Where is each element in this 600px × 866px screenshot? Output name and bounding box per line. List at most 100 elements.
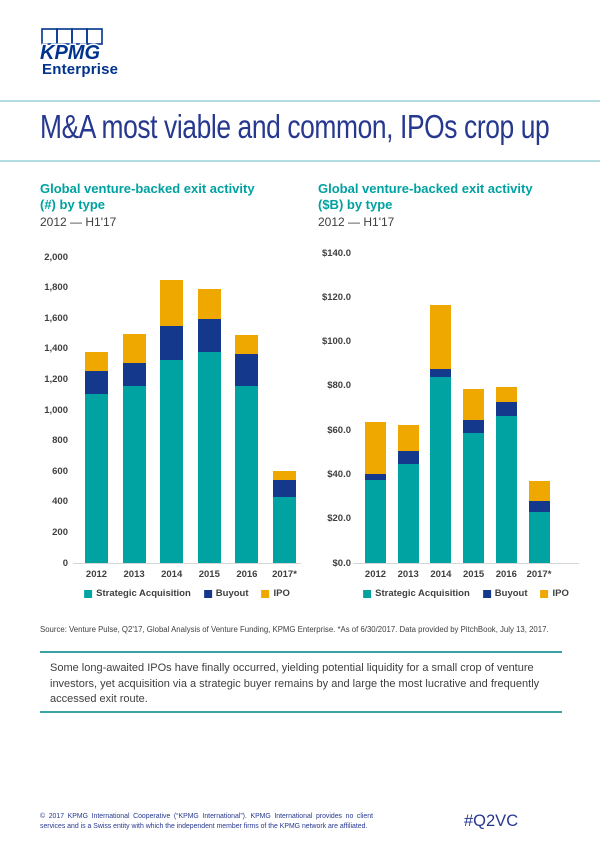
bar-segment-strategic-acquisition — [495, 416, 517, 563]
legend-label: Buyout — [494, 588, 528, 599]
y-tick-label: 1,200 — [44, 373, 68, 385]
y-tick-label: 1,400 — [44, 343, 68, 355]
y-tick-label: $20.0 — [327, 513, 351, 525]
bar-segment-strategic-acquisition — [273, 496, 296, 563]
legend-swatch-icon — [540, 589, 549, 598]
callout-rule-bottom — [40, 711, 562, 713]
bar-segment-strategic-acquisition — [365, 479, 386, 563]
bar-segment-buyout — [397, 450, 419, 464]
legend-item: Buyout — [482, 588, 528, 599]
chart-value-title-line1: Global venture-backed exit activity — [318, 181, 533, 196]
legend-item: IPO — [540, 588, 569, 599]
bar-segment-ipo — [160, 279, 184, 327]
bar-segment-ipo — [495, 386, 517, 402]
footer-copyright: © 2017 KPMG International Cooperative (“… — [40, 813, 373, 830]
bar-segment-ipo — [273, 470, 296, 481]
y-tick-label: 1,600 — [44, 312, 68, 324]
stacked-bar — [430, 305, 452, 563]
legend-swatch-icon — [261, 589, 270, 598]
x-category-label: 2016 — [236, 569, 258, 580]
x-axis-line — [353, 563, 579, 564]
bar-segment-buyout — [197, 319, 221, 353]
x-category-label: 2016 — [495, 569, 517, 580]
callout-rule-top — [40, 651, 562, 653]
chart-legend: Strategic Acquisition Buyout IPO — [363, 588, 569, 599]
bar-segment-ipo — [235, 335, 259, 355]
bar-segment-ipo — [365, 422, 386, 474]
y-tick-label: $80.0 — [327, 380, 351, 392]
kpmg-logo-text: KPMG — [40, 42, 100, 63]
bar-segment-ipo — [85, 352, 108, 372]
y-tick-label: 600 — [52, 465, 68, 477]
chart-legend: Strategic Acquisition Buyout IPO — [84, 588, 290, 599]
bar-segment-ipo — [463, 388, 485, 420]
x-category-label: 2012 — [364, 569, 387, 580]
stacked-bar — [397, 424, 419, 563]
bar-segment-ipo — [430, 305, 452, 370]
x-category-label: 2013 — [397, 569, 419, 580]
y-tick-label: 800 — [52, 435, 68, 447]
y-tick-label: 1,800 — [44, 282, 68, 294]
legend-item: Strategic Acquisition — [84, 588, 191, 599]
y-tick-label: 400 — [52, 496, 68, 508]
y-tick-label: 1,000 — [44, 404, 68, 416]
stacked-bar — [463, 388, 485, 563]
x-axis-line — [73, 563, 301, 564]
bar-segment-strategic-acquisition — [235, 385, 259, 563]
bar-segment-ipo — [528, 481, 550, 501]
legend-label: Strategic Acquisition — [375, 588, 470, 599]
bar-segment-buyout — [273, 480, 296, 497]
stacked-bar — [85, 352, 108, 563]
stacked-bar — [273, 470, 296, 563]
y-tick-label: $120.0 — [321, 291, 351, 303]
x-category-label: 2013 — [123, 569, 145, 580]
callout-text: Some long-awaited IPOs have finally occu… — [50, 662, 540, 705]
stacked-bar — [122, 334, 146, 563]
bar-segment-strategic-acquisition — [197, 352, 221, 563]
bar-segment-buyout — [495, 401, 517, 417]
x-category-label: 2015 — [463, 569, 485, 580]
x-category-label: 2014 — [161, 569, 183, 580]
bar-segment-strategic-acquisition — [463, 433, 485, 563]
legend-swatch-icon — [363, 589, 372, 598]
bar-segment-ipo — [197, 289, 221, 320]
stacked-bar — [235, 335, 259, 563]
y-tick-label: 0 — [62, 557, 68, 569]
bar-segment-strategic-acquisition — [430, 377, 452, 563]
y-tick-label: $60.0 — [327, 424, 351, 436]
bar-segment-buyout — [122, 362, 146, 387]
legend-swatch-icon — [84, 589, 93, 598]
bar-segment-buyout — [235, 354, 259, 386]
x-category-label: 2017* — [272, 569, 297, 580]
chart-value-subtitle: 2012 — H1'17 — [318, 215, 395, 229]
bar-segment-strategic-acquisition — [528, 512, 550, 563]
bar-segment-ipo — [397, 424, 419, 451]
legend-item: Strategic Acquisition — [363, 588, 470, 599]
chart-count-title: Global venture-backed exit activity (#) … — [40, 181, 300, 213]
divider-under-title — [0, 160, 600, 162]
bar-segment-buyout — [430, 369, 452, 378]
x-category-label: 2015 — [198, 569, 220, 580]
y-tick-label: $100.0 — [321, 336, 351, 348]
legend-label: Strategic Acquisition — [96, 588, 191, 599]
x-category-label: 2012 — [85, 569, 108, 580]
bar-segment-buyout — [528, 500, 550, 513]
x-category-label: 2017* — [526, 569, 552, 580]
chart-count-title-line2: (#) by type — [40, 197, 106, 212]
legend-label: IPO — [273, 588, 290, 599]
chart-count-title-line1: Global venture-backed exit activity — [40, 181, 255, 196]
legend-swatch-icon — [203, 589, 212, 598]
bar-segment-strategic-acquisition — [397, 463, 419, 563]
kpmg-logo: KPMG — [39, 27, 132, 68]
x-category-label: 2014 — [430, 569, 452, 580]
legend-item: Buyout — [203, 588, 249, 599]
y-tick-label: 2,000 — [44, 251, 68, 263]
stacked-bar — [365, 422, 386, 563]
page-title: M&A most viable and common, IPOs crop up — [40, 108, 550, 145]
y-tick-label: $0.0 — [332, 557, 352, 569]
stacked-bar — [160, 279, 184, 563]
bar-segment-buyout — [463, 419, 485, 434]
legend-label: Buyout — [215, 588, 249, 599]
chart-count-subtitle: 2012 — H1'17 — [40, 215, 117, 229]
bar-segment-strategic-acquisition — [122, 386, 146, 563]
